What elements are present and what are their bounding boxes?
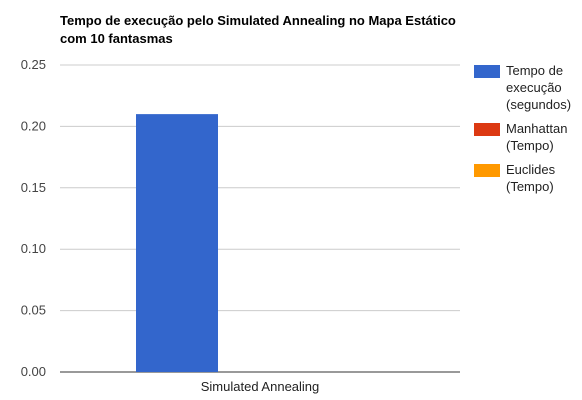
chart-title-line-2: com 10 fantasmas — [60, 31, 173, 46]
bar-0 — [136, 114, 218, 373]
legend-swatch — [474, 65, 500, 78]
legend-label: (Tempo) — [506, 179, 554, 194]
legend-label: Tempo de — [506, 63, 564, 78]
chart-title-line-1: Tempo de execução pelo Simulated Anneali… — [60, 13, 456, 28]
y-tick-label: 0.25 — [21, 57, 46, 72]
y-tick-label: 0.20 — [21, 118, 46, 133]
legend-label: (segundos) — [506, 97, 572, 112]
x-tick-label: Simulated Annealing — [201, 379, 320, 394]
legend-label: Manhattan — [506, 121, 568, 136]
legend-label: execução — [506, 80, 562, 95]
legend-item: Euclides (Tempo) — [474, 161, 582, 195]
y-tick-label: 0.00 — [21, 364, 46, 379]
legend-swatch — [474, 123, 500, 136]
y-tick-label: 0.05 — [21, 303, 46, 318]
y-tick-label: 0.10 — [21, 241, 46, 256]
y-tick-label: 0.15 — [21, 180, 46, 195]
legend-label: Euclides — [506, 162, 556, 177]
legend-swatch — [474, 164, 500, 177]
legend-label: (Tempo) — [506, 138, 554, 153]
legend: Tempo de execução (segundos) Manhattan (Temp… — [474, 62, 582, 202]
legend-item: Manhattan (Tempo) — [474, 120, 582, 154]
legend-item: Tempo de execução (segundos) — [474, 62, 582, 113]
